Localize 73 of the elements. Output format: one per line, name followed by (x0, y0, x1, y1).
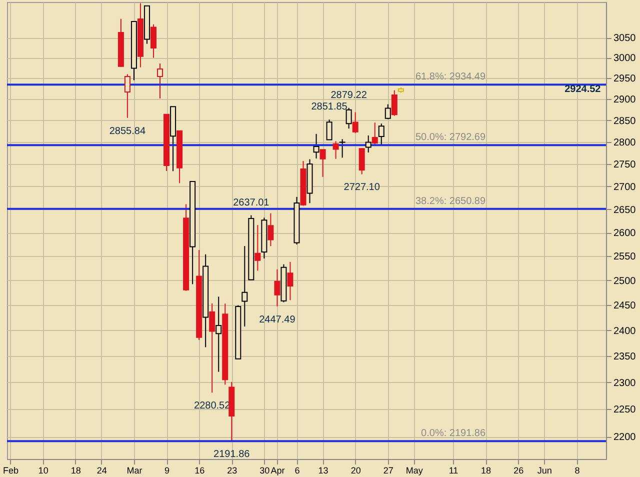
annotation: 2855.84 (109, 126, 146, 137)
candlestick (339, 138, 346, 158)
x-tick-label: 6 (294, 466, 300, 476)
ref-line-label: 50.0%: 2792.69 (415, 132, 486, 144)
ref-line-label: 38.2%: 2650.89 (415, 196, 486, 207)
candlestick (352, 112, 358, 134)
y-tick-label: 2500 (614, 276, 636, 287)
candlestick (216, 296, 222, 372)
x-tick-label: 26 (514, 466, 524, 476)
y-tick-label: 2600 (614, 228, 636, 240)
y-tick-label: 3000 (614, 53, 636, 64)
candlestick (372, 122, 378, 145)
x-tick-label: 30 (260, 466, 270, 476)
x-tick-label: Feb (3, 466, 19, 476)
y-tick-label: 2250 (614, 404, 636, 416)
x-tick-label: Jun (537, 466, 552, 476)
candlestick (150, 24, 156, 58)
candlestick (268, 212, 274, 247)
candlestick (157, 62, 164, 99)
x-tick-label: 24 (96, 466, 107, 476)
x-tick-label: May (406, 466, 424, 476)
annotation: 2924.52 (564, 84, 602, 95)
y-tick-label: 2750 (614, 160, 636, 171)
x-tick-label: Mar (126, 466, 142, 476)
y-tick-label: 2950 (614, 74, 636, 85)
y-tick-label: 2400 (614, 326, 636, 337)
annotation: 2637.01 (233, 197, 270, 208)
candlestick (287, 261, 294, 301)
x-tick-label: 18 (481, 466, 492, 476)
x-tick-label: 11 (448, 466, 458, 476)
candlestick (313, 133, 320, 160)
candlestick (384, 104, 391, 120)
candlestick (365, 134, 372, 154)
x-tick-label: 9 (164, 466, 170, 476)
x-tick-label: 8 (574, 466, 580, 476)
x-tick-label: Apr (270, 466, 285, 476)
y-tick-label: 2650 (614, 204, 636, 216)
x-tick-label: 16 (194, 466, 205, 476)
y-tick-label: 2200 (614, 432, 636, 444)
x-tick-label: 13 (318, 466, 328, 476)
y-tick-label: 2450 (614, 300, 636, 312)
x-tick-label: 18 (70, 466, 81, 476)
x-tick-label: 10 (38, 466, 48, 476)
ref-line-label: 61.8%: 2934.49 (415, 72, 486, 83)
annotation: 2851.85 (311, 102, 348, 113)
candlestick (358, 148, 365, 175)
y-tick-label: 2900 (614, 94, 636, 106)
annotation: 2879.22 (330, 90, 368, 101)
x-tick-label: 20 (350, 466, 361, 476)
y-tick-label: 2850 (614, 116, 636, 127)
y-tick-label: 2800 (614, 137, 636, 148)
candlestick (320, 149, 326, 178)
candlestick (378, 123, 384, 146)
y-tick-label: 2300 (614, 378, 636, 389)
y-tick-label: 2700 (614, 182, 636, 193)
y-tick-label: 2550 (614, 252, 636, 263)
candlestick (242, 246, 248, 327)
y-tick-label: 2350 (614, 352, 636, 363)
annotation: 2447.49 (259, 314, 296, 326)
candlestick (326, 119, 332, 140)
candlestick (254, 224, 261, 272)
candlestick (332, 140, 339, 160)
x-tick-label: 27 (383, 466, 394, 476)
annotation: 2727.10 (344, 182, 380, 194)
candlestick (274, 268, 280, 307)
candlestick (124, 74, 130, 118)
candlestick (209, 302, 216, 394)
annotation: 2191.86 (214, 449, 250, 460)
ref-line-label: 0.0%: 2191.86 (421, 428, 486, 440)
candlestick (346, 107, 352, 130)
x-tick-label: 23 (227, 466, 238, 476)
y-tick-label: 3050 (614, 33, 636, 44)
candlestick (391, 90, 398, 116)
